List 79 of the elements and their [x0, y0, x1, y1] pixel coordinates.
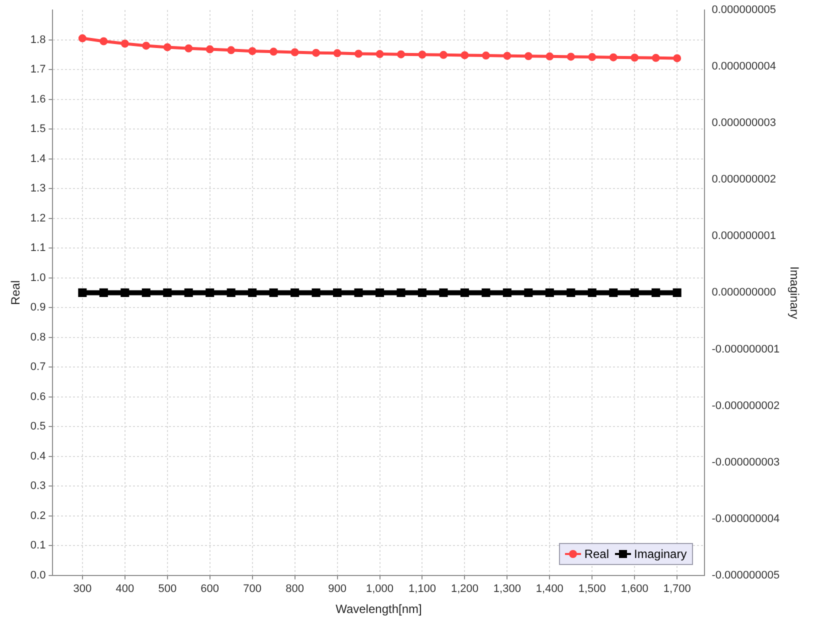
y2-tick-label: -0.000000003: [712, 456, 780, 468]
y-tick-label: 0.7: [30, 361, 46, 374]
y-tick-label: 1.0: [30, 272, 46, 284]
y-tick-label: 1.4: [30, 152, 46, 165]
point: [227, 46, 236, 54]
y-tick-label: 1.2: [30, 212, 46, 224]
y-tick-label: 0.4: [30, 450, 46, 462]
y-tick-label: 0.1: [30, 540, 46, 552]
y-tick-label: 0.9: [30, 302, 46, 314]
y2-tick-label: 0.000000004: [712, 60, 776, 73]
point: [163, 43, 172, 52]
y-tick-label: 0.3: [30, 480, 46, 492]
x-tick-label: 1,200: [450, 583, 478, 596]
y2-tick-label: 0.000000001: [712, 230, 776, 242]
point: [566, 52, 575, 61]
point: [503, 52, 512, 60]
x-tick-label: 1,500: [578, 583, 606, 596]
point: [673, 54, 682, 62]
point: [312, 48, 320, 57]
y2-tick-label: 0.000000005: [712, 4, 776, 16]
x-tick-label: 300: [73, 583, 92, 596]
y-tick-label: 0.2: [30, 510, 46, 522]
point: [142, 42, 150, 50]
point: [270, 48, 278, 56]
point: [354, 50, 363, 58]
x-tick-label: 400: [116, 583, 134, 596]
point: [524, 52, 532, 60]
point: [100, 37, 108, 46]
point: [120, 40, 129, 48]
y2-tick-label: -0.000000001: [712, 343, 780, 356]
y2-tick-label: 0.000000000: [712, 286, 776, 299]
point: [588, 53, 596, 62]
y2-tick-label: -0.000000005: [712, 569, 780, 582]
x-tick-label: 1,700: [663, 583, 691, 596]
x-tick-label: 900: [328, 583, 346, 596]
legend-label: Imaginary: [634, 547, 687, 562]
point: [290, 48, 299, 56]
y2-axis-title: Imaginary: [787, 266, 802, 320]
y-tick-label: 1.3: [30, 182, 46, 195]
legend-label: Real: [584, 547, 610, 562]
y2-tick-label: 0.000000002: [712, 174, 776, 186]
y-axis-title: Real: [8, 280, 23, 306]
y2-tick-label: 0.000000003: [712, 117, 776, 130]
y-tick-label: 1.5: [30, 123, 46, 136]
point: [439, 50, 448, 59]
point: [333, 49, 342, 58]
y-tick-label: 0.0: [30, 569, 46, 582]
point: [418, 50, 426, 59]
x-tick-label: 1,400: [536, 583, 564, 596]
point: [460, 51, 469, 60]
x-tick-label: 1,100: [408, 583, 436, 596]
point: [184, 44, 193, 52]
y-tick-label: 0.5: [30, 420, 46, 433]
point: [248, 47, 256, 56]
y-tick-label: 1.7: [30, 64, 46, 76]
point: [376, 50, 384, 58]
point: [482, 52, 490, 60]
point: [630, 54, 639, 62]
x-tick-label: 800: [286, 583, 304, 596]
point: [397, 50, 405, 58]
x-tick-label: 500: [158, 583, 177, 596]
y-tick-label: 0.6: [30, 390, 46, 403]
point: [609, 53, 618, 62]
point: [652, 54, 660, 62]
y-tick-label: 1.6: [30, 93, 46, 106]
x-tick-label: 600: [200, 583, 220, 596]
x-tick-label: 1,600: [620, 583, 648, 596]
y2-tick-label: -0.000000002: [712, 400, 780, 412]
x-tick-label: 700: [243, 583, 262, 596]
x-axis-title: Wavelength[nm]: [336, 602, 422, 616]
y2-tick-label: -0.000000004: [712, 512, 780, 525]
y-tick-label: 0.8: [30, 331, 46, 344]
x-tick-label: 1,000: [366, 583, 394, 596]
y-tick-label: 1.1: [30, 242, 46, 254]
y-tick-label: 1.8: [30, 34, 46, 46]
point: [546, 52, 554, 60]
point: [78, 34, 86, 42]
x-tick-label: 1,300: [493, 583, 521, 596]
point: [206, 45, 214, 54]
